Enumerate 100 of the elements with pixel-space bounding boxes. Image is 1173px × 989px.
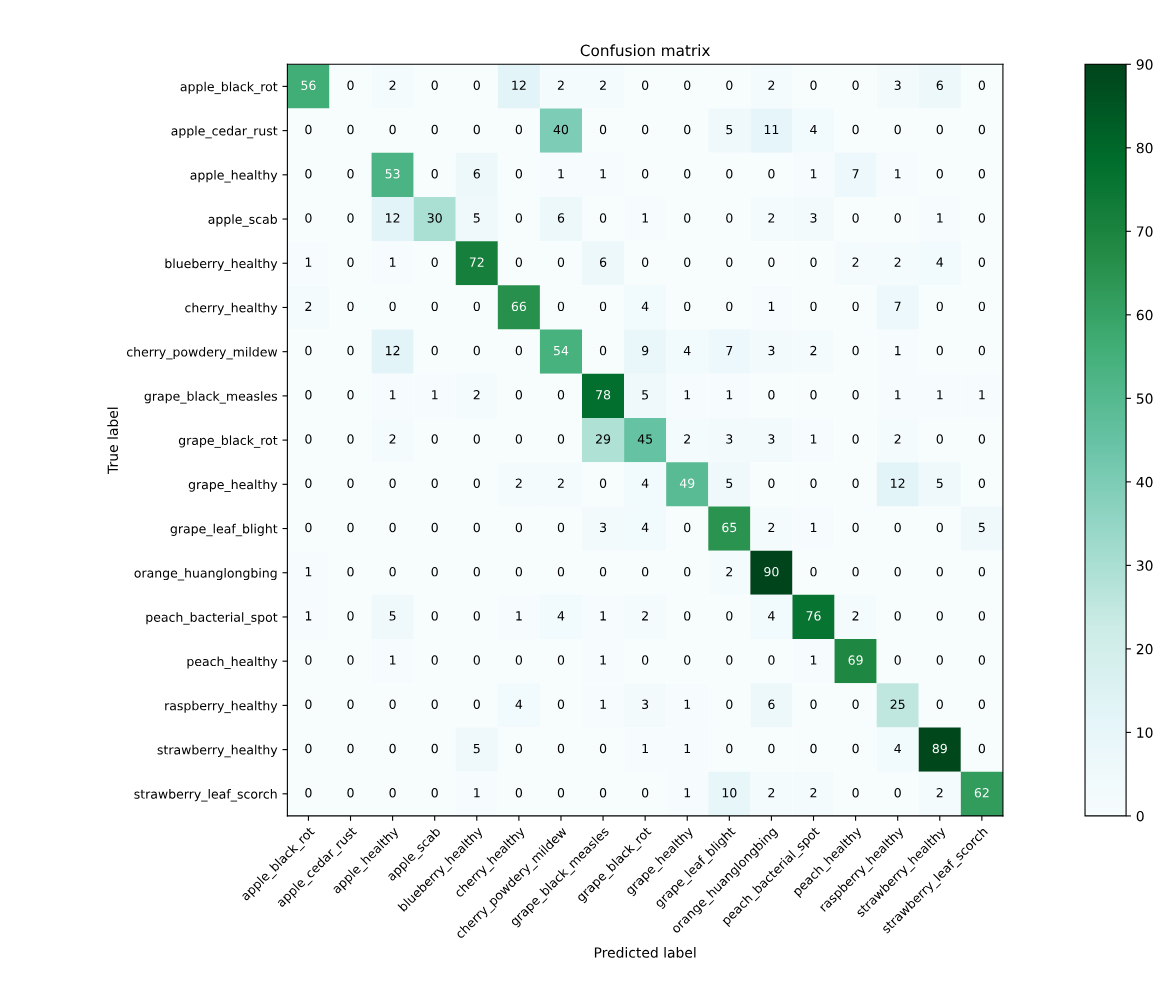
data-label: 0 — [389, 522, 396, 533]
data-label: 0 — [431, 345, 438, 356]
color-bar-label: 30 — [1136, 560, 1153, 571]
data-label: 0 — [347, 611, 354, 621]
data-label: 0 — [852, 345, 859, 356]
data-label: 89 — [932, 743, 947, 754]
data-label: 0 — [936, 522, 943, 533]
data-label: 0 — [347, 124, 354, 135]
data-label: 2 — [473, 390, 480, 400]
data-label: 1 — [895, 169, 901, 179]
data-label: 0 — [726, 168, 733, 179]
data-label: 0 — [684, 124, 691, 135]
color-bar-label: 60 — [1136, 309, 1153, 321]
data-label: 0 — [978, 257, 986, 267]
data-label: 0 — [684, 213, 691, 223]
data-label: 2 — [852, 611, 859, 621]
data-label: 1 — [390, 257, 396, 267]
data-label: 4 — [810, 124, 817, 135]
data-label: 0 — [978, 80, 986, 91]
data-label: 0 — [978, 655, 986, 665]
data-label: 0 — [726, 80, 733, 91]
data-label: 0 — [515, 390, 523, 400]
data-label: 5 — [936, 478, 943, 488]
data-label: 1 — [432, 390, 438, 400]
data-label: 6 — [557, 213, 565, 223]
data-label: 0 — [726, 699, 733, 710]
data-label: 45 — [637, 434, 653, 444]
data-label: 6 — [936, 80, 943, 91]
data-label: 0 — [515, 124, 523, 135]
color-bar-label: 0 — [1136, 810, 1144, 822]
color-bar-label: 90 — [1136, 59, 1153, 70]
data-label: 3 — [768, 345, 775, 356]
data-label: 0 — [810, 301, 817, 312]
data-label: 0 — [473, 611, 480, 621]
data-label: 0 — [305, 390, 312, 400]
data-label: 10 — [722, 787, 737, 798]
y-tick-label: grape_black_measles — [144, 391, 278, 404]
data-label: 1 — [516, 611, 522, 621]
data-label: 12 — [386, 213, 400, 223]
data-label: 0 — [852, 566, 859, 577]
data-label: 0 — [305, 787, 312, 798]
data-label: 0 — [347, 566, 354, 577]
data-label: 4 — [683, 346, 691, 356]
chart-title: Confusion matrix — [580, 44, 710, 57]
data-label: 0 — [305, 345, 312, 356]
data-label: 0 — [431, 787, 438, 798]
data-label: 0 — [389, 743, 396, 754]
data-label: 0 — [557, 787, 565, 798]
data-label: 0 — [810, 80, 817, 91]
data-label: 1 — [600, 655, 606, 665]
data-label: 0 — [557, 699, 565, 710]
data-label: 1 — [684, 788, 691, 798]
data-label: 30 — [427, 213, 442, 223]
data-label: 0 — [557, 743, 565, 754]
data-label: 53 — [385, 168, 400, 179]
data-label: 0 — [473, 655, 480, 665]
data-label: 7 — [726, 346, 733, 356]
data-label: 0 — [768, 655, 775, 665]
y-tick-label: raspberry_healthy — [165, 700, 278, 714]
data-label: 0 — [936, 699, 943, 710]
data-label: 0 — [852, 213, 859, 223]
color-bar-label: 70 — [1136, 226, 1153, 237]
data-label: 0 — [389, 478, 396, 488]
data-label: 0 — [305, 213, 312, 223]
data-label: 1 — [937, 390, 943, 400]
data-label: 1 — [726, 390, 733, 400]
data-label: 1 — [768, 301, 775, 311]
data-label: 0 — [684, 611, 691, 621]
data-label: 1 — [474, 788, 480, 798]
data-label: 2 — [557, 478, 564, 488]
data-label: 0 — [642, 124, 649, 135]
data-label: 0 — [431, 699, 438, 710]
color-bar-label: 50 — [1136, 393, 1153, 404]
data-label: 0 — [894, 522, 901, 533]
data-label: 0 — [515, 522, 523, 533]
data-label: 0 — [852, 301, 859, 312]
data-label: 0 — [431, 434, 438, 444]
data-label: 0 — [936, 566, 943, 577]
y-tick-label: blueberry_healthy — [165, 258, 278, 271]
data-label: 25 — [890, 699, 905, 710]
data-label: 2 — [642, 611, 648, 621]
data-label: 62 — [974, 787, 989, 798]
data-label: 0 — [642, 257, 649, 267]
data-label: 6 — [599, 257, 607, 267]
data-label: 2 — [768, 787, 775, 798]
data-label: 0 — [936, 345, 943, 356]
data-label: 0 — [978, 168, 986, 179]
y-tick-label: cherry_powdery_mildew — [126, 346, 278, 360]
data-label: 0 — [599, 478, 607, 488]
data-label: 1 — [684, 699, 691, 709]
data-label: 0 — [557, 522, 565, 533]
data-label: 1 — [305, 257, 312, 267]
data-label: 0 — [684, 257, 691, 267]
data-label: 0 — [557, 257, 565, 267]
data-label: 0 — [515, 257, 523, 267]
data-label: 0 — [810, 566, 817, 577]
data-label: 0 — [726, 655, 733, 665]
data-label: 5 — [473, 213, 480, 223]
data-label: 2 — [600, 80, 606, 90]
data-label: 0 — [978, 124, 986, 135]
